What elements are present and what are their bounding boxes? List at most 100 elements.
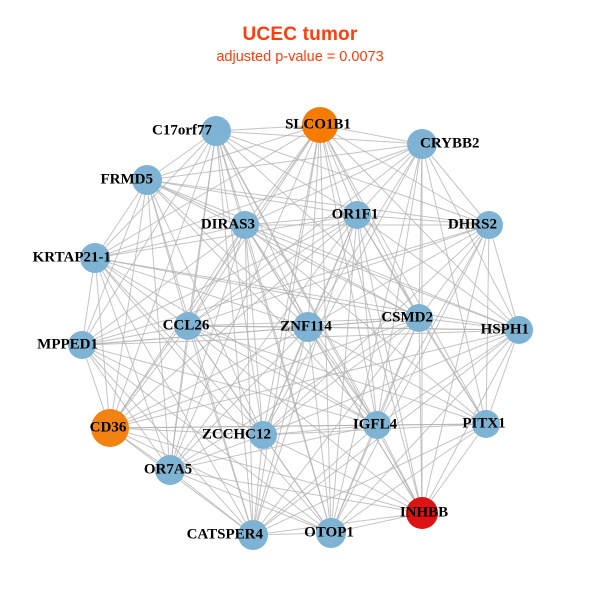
graph-edge [109, 325, 189, 429]
graph-edge [319, 124, 332, 534]
graph-node-c17orf77[interactable] [201, 116, 231, 146]
graph-node-frmd5[interactable] [132, 165, 162, 195]
graph-edge [187, 214, 358, 327]
graph-node-or1f1[interactable] [343, 201, 371, 229]
graph-edge [94, 257, 254, 536]
graph-edge [169, 317, 420, 471]
graph-node-crybb2[interactable] [407, 129, 437, 159]
graph-edge [94, 124, 321, 259]
graph-edge [307, 326, 487, 425]
graph-edge [187, 224, 246, 327]
graph-edge [244, 224, 487, 425]
graph-edge [169, 469, 423, 514]
graph-edge [109, 326, 309, 429]
graph-edge [94, 257, 332, 534]
graph-edge [485, 329, 520, 425]
graph-edge [262, 329, 520, 436]
graph-edge [330, 329, 520, 534]
graph-edge [376, 329, 520, 426]
graph-node-or7a5[interactable] [155, 455, 185, 485]
graph-edge [252, 424, 378, 536]
graph-edge [109, 427, 254, 536]
graph-edge [146, 179, 520, 331]
graph-edge [244, 224, 254, 536]
graph-edge [187, 325, 254, 536]
graph-node-znf114[interactable] [293, 312, 323, 342]
graph-edge [81, 317, 420, 346]
graph-node-pitx1[interactable] [472, 410, 500, 438]
graph-edge [262, 326, 309, 436]
graph-edge [421, 224, 490, 514]
graph-edge [244, 224, 264, 436]
graph-edge [421, 143, 520, 331]
graph-edge [81, 179, 148, 346]
graph-edge [418, 317, 423, 514]
node-layer [68, 107, 533, 550]
graph-node-mpped1[interactable] [68, 331, 96, 359]
graph-edge [169, 130, 217, 471]
graph-edge [376, 224, 490, 426]
graph-edge [81, 130, 217, 346]
graph-node-cd36[interactable] [91, 409, 129, 447]
graph-edge [146, 179, 420, 319]
graph-edge [109, 130, 217, 429]
graph-edge [109, 179, 148, 429]
graph-edge [146, 179, 254, 536]
graph-node-hsph1[interactable] [505, 316, 533, 344]
graph-edge [81, 344, 254, 536]
graph-edge [146, 143, 423, 181]
graph-node-krtap21-1[interactable] [80, 243, 110, 273]
graph-node-otop1[interactable] [316, 518, 346, 548]
graph-edge [146, 124, 321, 181]
graph-edge [418, 317, 520, 331]
graph-edge [252, 214, 358, 536]
graph-node-catsper4[interactable] [238, 520, 268, 550]
graph-edge [169, 469, 254, 536]
graph-node-inhbb[interactable] [406, 497, 438, 529]
graph-edge [356, 214, 423, 514]
graph-edge [146, 179, 378, 426]
graph-edge [94, 257, 171, 471]
graph-edge [421, 143, 490, 226]
graph-edge [169, 434, 264, 471]
graph-edge [109, 214, 358, 429]
graph-edge [94, 257, 309, 328]
graph-edge [319, 124, 423, 514]
graph-edge [146, 179, 246, 226]
graph-edge [94, 257, 264, 436]
graph-edge [376, 424, 423, 514]
graph-edge [307, 143, 423, 328]
graph-edge [187, 325, 378, 426]
graph-edge [262, 143, 423, 436]
graph-edge [169, 424, 378, 471]
graph-edge [81, 344, 171, 471]
graph-edge [319, 124, 487, 425]
graph-node-dhrs2[interactable] [475, 211, 503, 239]
graph-edge [244, 143, 423, 226]
graph-edge [307, 326, 378, 426]
graph-edge [94, 257, 420, 319]
graph-edge [81, 325, 189, 346]
graph-edge [94, 143, 423, 259]
graph-edge [330, 424, 378, 534]
graph-edge [244, 224, 520, 331]
graph-edge [94, 214, 358, 259]
graph-node-ccl26[interactable] [174, 312, 202, 340]
graph-node-igfl4[interactable] [363, 411, 391, 439]
graph-edge [262, 434, 423, 514]
page-title: UCEC tumor [242, 24, 358, 45]
graph-edge [81, 344, 264, 436]
graph-edge [81, 214, 358, 346]
graph-node-zcchc12[interactable] [249, 421, 277, 449]
graph-node-csmd2[interactable] [405, 304, 433, 332]
graph-edge [109, 329, 520, 429]
graph-edge [169, 326, 309, 471]
graph-edge [319, 124, 520, 331]
graph-edge [109, 124, 321, 429]
graph-node-diras3[interactable] [231, 211, 259, 239]
graph-edge [109, 317, 420, 429]
graph-edge [94, 130, 217, 259]
graph-edge [356, 214, 490, 226]
graph-node-slco1b1[interactable] [302, 107, 338, 143]
